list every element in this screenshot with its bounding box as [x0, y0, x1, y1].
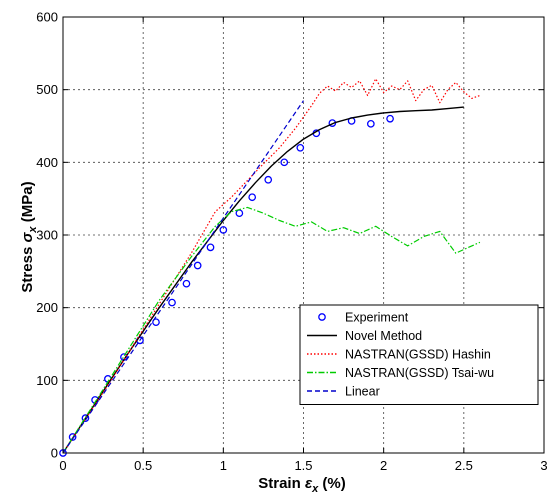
series-line-nastran-gssd-tsai-wu [62, 206, 481, 454]
series-group [59, 78, 481, 457]
experiment-point [366, 119, 375, 128]
axis-ticks: 0 0.5 1 1.5 2 2.5 3 0 100 200 300 400 500 600 [36, 10, 547, 474]
experiment-point [296, 143, 305, 152]
series-line-novel-method [62, 106, 464, 454]
experiment-point [152, 318, 160, 327]
y-tick-label: 500 [36, 82, 58, 97]
x-axis-label: Strain εx (%) [258, 475, 346, 496]
experiment-point [168, 298, 176, 307]
legend-box [299, 304, 539, 405]
legend-label: NASTRAN(GSSD) Hashin [345, 348, 491, 362]
y-tick-label: 200 [36, 300, 58, 315]
y-tick-label: 100 [36, 373, 58, 388]
y-tick-label: 0 [51, 446, 58, 461]
legend-label: Linear [345, 385, 380, 399]
series-line-nastran-gssd-hashin [62, 78, 481, 454]
x-tick-label: 1 [220, 458, 227, 473]
experiment-point [182, 279, 191, 288]
legend-swatch [318, 313, 326, 321]
experiment-point [280, 158, 289, 167]
experiment-point [235, 209, 244, 218]
x-tick-label: 0 [59, 458, 66, 473]
experiment-point [206, 243, 215, 252]
experiment-point [81, 414, 90, 422]
legend: Experiment Novel Method NASTRAN(GSSD) Hash… [299, 304, 539, 405]
y-axis-label: Stress σx (MPa) [19, 181, 40, 292]
series-experiment [59, 114, 394, 457]
y-tick-label: 300 [36, 228, 58, 243]
series-line-linear [62, 100, 304, 454]
legend-label: NASTRAN(GSSD) Tsai-wu [345, 366, 494, 380]
experiment-point [193, 261, 202, 270]
x-tick-label: 2.5 [455, 458, 473, 473]
legend-label: Novel Method [345, 329, 422, 343]
experiment-point [248, 193, 257, 202]
x-tick-label: 0.5 [134, 458, 152, 473]
experiment-point [264, 175, 273, 184]
x-tick-label: 1.5 [294, 458, 312, 473]
experiment-point [386, 114, 394, 123]
y-tick-label: 400 [36, 155, 58, 170]
legend-label: Experiment [345, 311, 409, 325]
experiment-point [68, 433, 77, 441]
experiment-point [219, 226, 228, 234]
x-tick-label: 3 [540, 458, 547, 473]
y-tick-label: 600 [36, 10, 58, 25]
x-tick-label: 2 [380, 458, 387, 473]
